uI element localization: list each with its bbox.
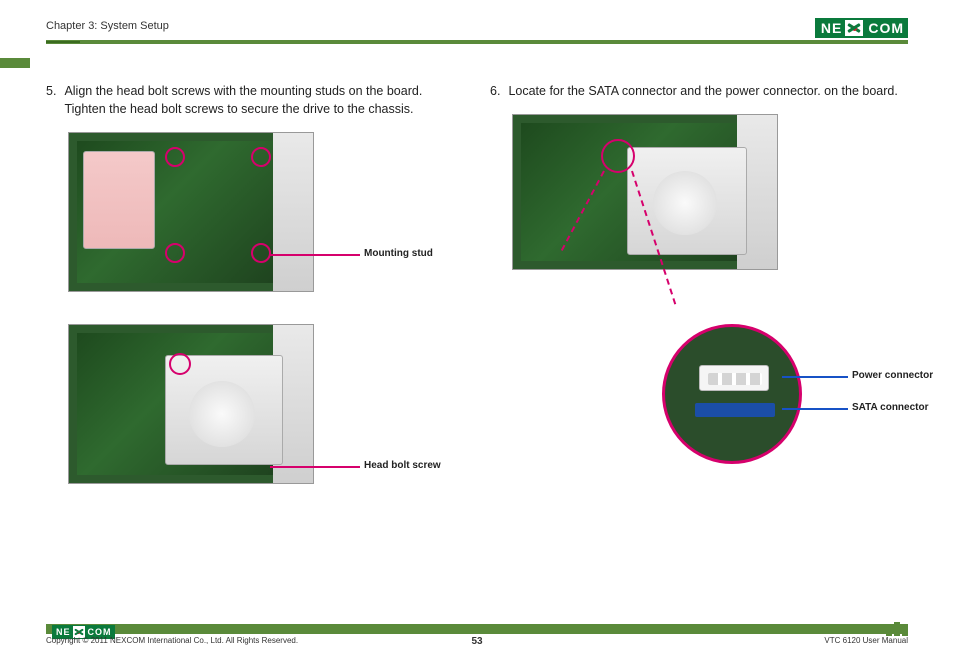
step-5: 5. Align the head bolt screws with the m… xyxy=(46,82,464,118)
sata-connector-icon xyxy=(695,403,775,417)
photo-board-top xyxy=(68,132,314,292)
step-number: 6. xyxy=(490,82,500,100)
nexcom-logo: NE COM xyxy=(815,18,908,38)
photo-hdd-installed xyxy=(68,324,314,484)
power-connector-icon xyxy=(699,365,769,391)
logo-text-left: NE xyxy=(815,18,846,38)
label-power-connector: Power connector xyxy=(852,370,933,381)
page-footer: NE COM Copyright © 2011 NEXCOM Internati… xyxy=(46,624,908,654)
document-id: VTC 6120 User Manual xyxy=(824,636,908,645)
photo-connectors xyxy=(512,114,778,270)
chapter-title: Chapter 3: System Setup xyxy=(46,20,169,32)
label-sata-connector: SATA connector xyxy=(852,402,928,413)
figure-connectors: Power connector SATA connector xyxy=(512,114,908,494)
step-6: 6. Locate for the SATA connector and the… xyxy=(490,82,908,100)
step-text: Align the head bolt screws with the moun… xyxy=(64,82,464,118)
header-rule xyxy=(46,40,908,44)
footer-rule xyxy=(46,624,908,634)
page-number: 53 xyxy=(46,636,908,647)
logo-text-right: COM xyxy=(862,18,908,38)
figure-mounting-studs: Mounting stud xyxy=(68,132,464,302)
zoom-circle xyxy=(662,324,802,464)
zoom-detail: Power connector SATA connector xyxy=(622,284,902,484)
figure-head-bolt: Head bolt screw xyxy=(68,324,464,504)
page-header: Chapter 3: System Setup NE COM xyxy=(46,18,908,46)
logo-x-icon xyxy=(845,18,863,38)
label-head-bolt-screw: Head bolt screw xyxy=(364,460,441,471)
page-edge-tab xyxy=(0,58,30,68)
label-mounting-stud: Mounting stud xyxy=(364,248,433,259)
step-number: 5. xyxy=(46,82,56,118)
step-text: Locate for the SATA connector and the po… xyxy=(508,82,908,100)
